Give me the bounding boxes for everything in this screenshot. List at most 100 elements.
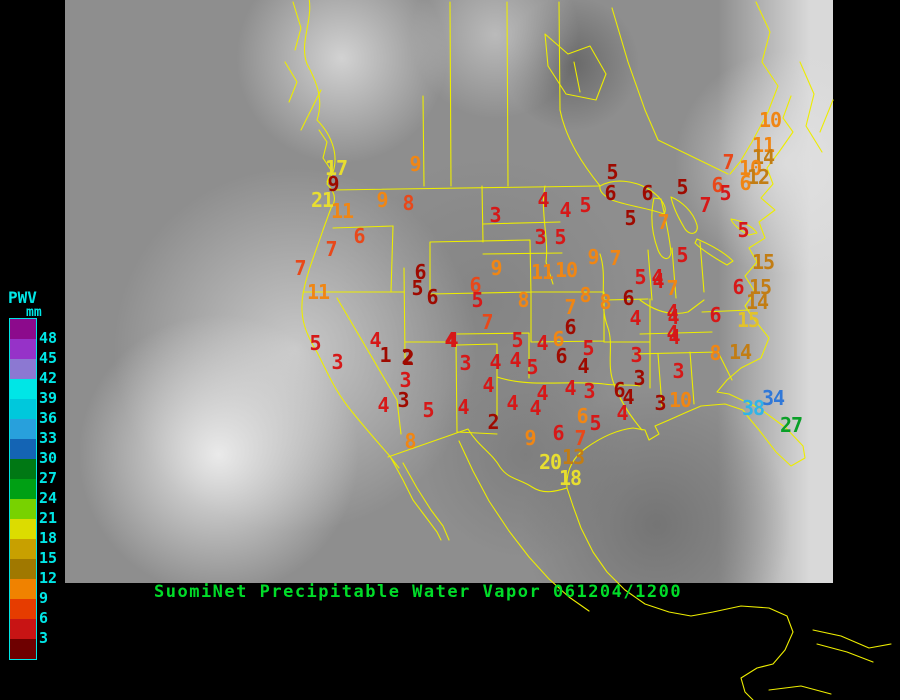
- station-pwv-value: 2: [487, 410, 499, 434]
- legend-swatch: [10, 439, 36, 459]
- station-pwv-value: 3: [331, 350, 343, 374]
- lake-huron: [670, 196, 698, 234]
- station-pwv-value: 5: [422, 398, 434, 422]
- ks-ne-mo-borders: [603, 298, 651, 389]
- legend-label: 9: [39, 589, 49, 607]
- station-pwv-value: 7: [657, 210, 669, 234]
- maritimes-coast: [799, 61, 834, 153]
- legend-label: 36: [39, 409, 58, 427]
- station-pwv-value: 6: [732, 275, 744, 299]
- station-pwv-value: 4: [629, 306, 641, 330]
- gulf-coastline: [566, 411, 688, 489]
- legend-label: 45: [39, 349, 58, 367]
- station-pwv-value: 27: [779, 413, 803, 437]
- station-pwv-value: 34: [761, 386, 785, 410]
- central-america-coast: [768, 685, 832, 695]
- ab-sk-border: [449, 1, 452, 187]
- station-pwv-value: 8: [404, 429, 416, 453]
- legend-colorbar: [9, 318, 37, 660]
- legend-label: 48: [39, 329, 58, 347]
- satellite-water-vapor-image: [65, 0, 833, 583]
- station-pwv-value: 4: [529, 396, 541, 420]
- legend-swatch: [10, 399, 36, 419]
- station-pwv-value: 7: [609, 246, 621, 270]
- station-pwv-value: 4: [509, 348, 521, 372]
- station-pwv-value: 15: [751, 250, 775, 274]
- station-pwv-value: 3: [672, 359, 684, 383]
- sk-mb-border: [506, 1, 509, 187]
- station-pwv-value: 38: [741, 396, 765, 420]
- colorado-borders: [530, 291, 605, 343]
- cuba-coastline: [812, 629, 892, 663]
- station-pwv-value: 14: [728, 340, 752, 364]
- legend-swatch: [10, 519, 36, 539]
- mb-on-border: [558, 1, 601, 187]
- station-pwv-value: 5: [676, 175, 688, 199]
- station-pwv-value: 6: [414, 260, 426, 284]
- mexico-west-coast: [458, 440, 590, 612]
- us-mexico-border: [387, 428, 568, 493]
- station-pwv-value: 5: [411, 276, 423, 300]
- legend-label: 15: [39, 549, 58, 567]
- station-pwv-value: 9: [376, 188, 388, 212]
- atlantic-coastline: [716, 95, 794, 395]
- station-pwv-value: 9: [327, 172, 339, 196]
- station-pwv-value: 6: [555, 344, 567, 368]
- ms-al-ga-borders: [657, 351, 733, 407]
- station-pwv-value: 4: [622, 385, 634, 409]
- tx-panhandle-borders: [456, 332, 530, 421]
- ca-nv-diagonal: [336, 297, 402, 435]
- station-pwv-value: 8: [402, 191, 414, 215]
- legend-swatch: [10, 619, 36, 639]
- station-pwv-value: 5: [579, 193, 591, 217]
- legend-label: 6: [39, 609, 49, 627]
- image-caption: SuomiNet Precipitable Water Vapor 061204…: [154, 582, 683, 602]
- station-pwv-value: 4: [616, 401, 628, 425]
- legend-label: 21: [39, 509, 58, 527]
- station-pwv-value: 6: [353, 224, 365, 248]
- station-pwv-value: 3: [633, 366, 645, 390]
- station-pwv-value: 3: [654, 391, 666, 415]
- legend-swatch: [10, 539, 36, 559]
- station-pwv-value: 4: [666, 321, 678, 345]
- station-pwv-value: 3: [489, 203, 501, 227]
- station-pwv-value: 6: [739, 171, 751, 195]
- legend-swatch: [10, 639, 36, 659]
- or-id-border: [390, 225, 394, 293]
- mississippi-river: [599, 253, 643, 431]
- legend-label: 3: [39, 629, 49, 647]
- station-pwv-value: 9: [490, 256, 502, 280]
- legend-swatch: [10, 319, 36, 339]
- nc-va-border: [701, 309, 751, 313]
- station-pwv-value: 6: [564, 315, 576, 339]
- ut-az-nm-borders: [404, 341, 498, 435]
- station-pwv-value: 6: [604, 181, 616, 205]
- florida-coastline: [686, 393, 806, 467]
- station-pwv-value: 14: [751, 145, 775, 169]
- station-pwv-value: 6: [552, 327, 564, 351]
- quebec-coast: [729, 1, 779, 175]
- mexico-gulf-yucatan-coast: [566, 487, 794, 700]
- hudson-bay: [544, 33, 607, 101]
- station-pwv-value: 5: [526, 355, 538, 379]
- station-pwv-value: 17: [324, 156, 348, 180]
- station-pwv-value: 4: [564, 376, 576, 400]
- station-pwv-value: 5: [719, 181, 731, 205]
- station-pwv-value: 8: [709, 341, 721, 365]
- vancouver-island: [300, 89, 322, 131]
- legend-swatch: [10, 359, 36, 379]
- station-pwv-value: 2: [401, 345, 413, 369]
- station-pwv-value: 5: [737, 218, 749, 242]
- legend-label: 33: [39, 429, 58, 447]
- station-pwv-value: 11: [530, 260, 554, 284]
- station-pwv-value: 11: [330, 199, 354, 223]
- baja-peninsula: [390, 457, 450, 541]
- station-pwv-value: 6: [641, 181, 653, 205]
- station-pwv-value: 6: [469, 273, 481, 297]
- legend-swatch: [10, 499, 36, 519]
- lake-ontario: [730, 218, 758, 236]
- station-pwv-value: 4: [489, 350, 501, 374]
- station-pwv-value: 18: [558, 466, 582, 490]
- station-pwv-value: 9: [409, 152, 421, 176]
